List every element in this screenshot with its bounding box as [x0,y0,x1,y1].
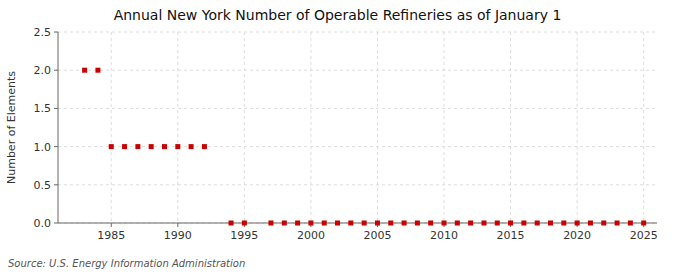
x-grid-line [310,32,311,223]
x-grid-line [577,32,578,223]
point [521,221,526,226]
x-tick [111,223,112,227]
y-tick [54,184,58,185]
point [295,221,300,226]
y-tick-label: 0.0 [34,217,52,230]
x-tick-label: 1995 [230,229,258,242]
x-tick-label: 2005 [363,229,391,242]
point [455,221,460,226]
point [95,68,100,73]
point [548,221,553,226]
x-tick-label: 2020 [563,229,591,242]
point [362,221,367,226]
point [109,144,114,149]
background [0,0,675,275]
point [82,68,87,73]
point [175,144,180,149]
y-tick-label: 2.5 [34,26,52,39]
title: Annual New York Number of Operable Refin… [114,7,562,23]
x-tick-label: 1990 [164,229,192,242]
y-grid-line [58,184,657,185]
point [135,144,140,149]
x-grid-line [643,32,644,223]
point [348,221,353,226]
point [535,221,540,226]
y-axis-label: Number of Elements [5,71,18,184]
point [468,221,473,226]
point [495,221,500,226]
x-grid-line [444,32,445,223]
point [481,221,486,226]
point [335,221,340,226]
x-tick-label: 2010 [430,229,458,242]
point [575,221,580,226]
y-tick [54,32,58,33]
axes: 1985 1990 1995 2000 2005 2010 2015 2020 2025 0.0 0… [34,26,658,242]
point [229,221,234,226]
point [282,221,287,226]
y-grid-line [58,146,657,147]
point [189,144,194,149]
point [162,144,167,149]
y-tick [54,108,58,109]
y-grid-line [58,223,657,224]
chart: 1985 1990 1995 2000 2005 2010 2015 2020 2025 0.0 0… [0,0,675,275]
x-tick-label: 1985 [97,229,125,242]
y-grid-line [58,108,657,109]
y-tick [54,223,58,224]
x-grid-line [111,32,112,223]
x-axis-line [58,223,657,224]
point [508,221,513,226]
point [561,221,566,226]
source-note: Source: U.S. Energy Information Administ… [8,258,245,269]
point [628,221,633,226]
points [82,68,646,226]
x-tick-label: 2015 [497,229,525,242]
point [202,144,207,149]
point [402,221,407,226]
point [615,221,620,226]
point [149,144,154,149]
point [641,221,646,226]
y-grid-line [58,70,657,71]
y-tick-label: 0.5 [34,179,52,192]
x-grid-line [244,32,245,223]
point [308,221,313,226]
point [588,221,593,226]
x-grid-line [510,32,511,223]
point [375,221,380,226]
y-tick-label: 1.0 [34,141,52,154]
point [242,221,247,226]
y-tick [54,70,58,71]
point [388,221,393,226]
y-tick-label: 2.0 [34,64,52,77]
x-tick-label: 2000 [297,229,325,242]
y-grid-line [58,32,657,33]
point [322,221,327,226]
y-tick-label: 1.5 [34,102,52,115]
x-grid-line [177,32,178,223]
point [122,144,127,149]
point [601,221,606,226]
x-tick-label: 2025 [630,229,658,242]
point [442,221,447,226]
point [428,221,433,226]
y-axis-line [58,32,59,223]
x-grid-line [377,32,378,223]
point [268,221,273,226]
y-tick [54,146,58,147]
x-tick [177,223,178,227]
point [415,221,420,226]
grid [58,32,657,223]
